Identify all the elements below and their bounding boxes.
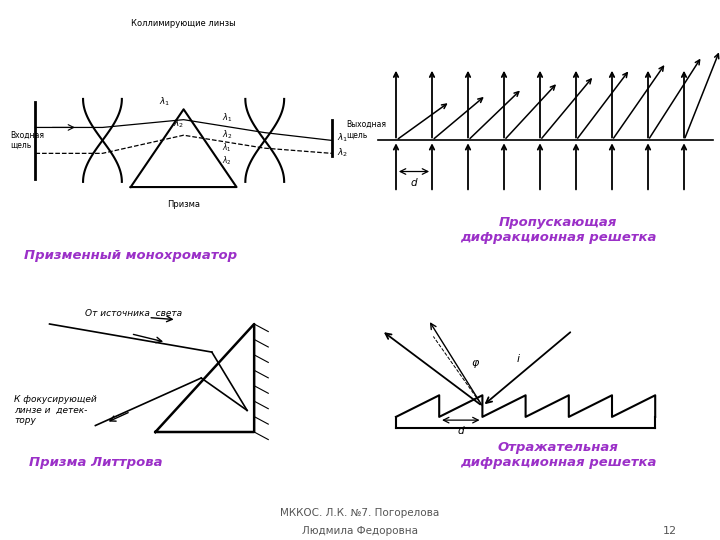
- Text: $\lambda_2$: $\lambda_2$: [337, 147, 348, 159]
- Text: К фокусирующей
линзе и  детек-
тору: К фокусирующей линзе и детек- тору: [14, 395, 97, 425]
- Text: d: d: [410, 178, 418, 188]
- Text: Людмила Федоровна: Людмила Федоровна: [302, 526, 418, 537]
- Text: i: i: [517, 354, 520, 363]
- Text: Призма Литтрова: Призма Литтрова: [29, 456, 162, 469]
- Text: МККОС. Л.К. №7. Погорелова: МККОС. Л.К. №7. Погорелова: [280, 508, 440, 518]
- Text: $\lambda_1$: $\lambda_1$: [222, 112, 233, 124]
- Text: φ: φ: [472, 358, 479, 368]
- Text: d: d: [457, 426, 464, 436]
- Text: $\lambda_2$: $\lambda_2$: [173, 117, 184, 130]
- Text: $\lambda_1$: $\lambda_1$: [337, 131, 348, 144]
- Text: Коллимирующие линзы: Коллимирующие линзы: [131, 18, 236, 28]
- Text: Отражательная
дифракционная решетка: Отражательная дифракционная решетка: [460, 441, 656, 469]
- Text: $\lambda_1$: $\lambda_1$: [159, 95, 170, 107]
- Text: Призма: Призма: [167, 200, 200, 209]
- Text: Пропускающая
дифракционная решетка: Пропускающая дифракционная решетка: [460, 216, 656, 244]
- Text: 12: 12: [662, 526, 677, 537]
- Text: $\lambda_2$: $\lambda_2$: [222, 155, 232, 167]
- Text: Выходная
щель: Выходная щель: [346, 120, 386, 140]
- Text: Входная
щель: Входная щель: [11, 131, 45, 150]
- Text: $\lambda_1$: $\lambda_1$: [222, 142, 232, 154]
- Text: Призменный монохроматор: Призменный монохроматор: [24, 249, 238, 262]
- Text: От источника  света: От источника света: [85, 309, 182, 318]
- Text: $\lambda_2$: $\lambda_2$: [222, 129, 233, 141]
